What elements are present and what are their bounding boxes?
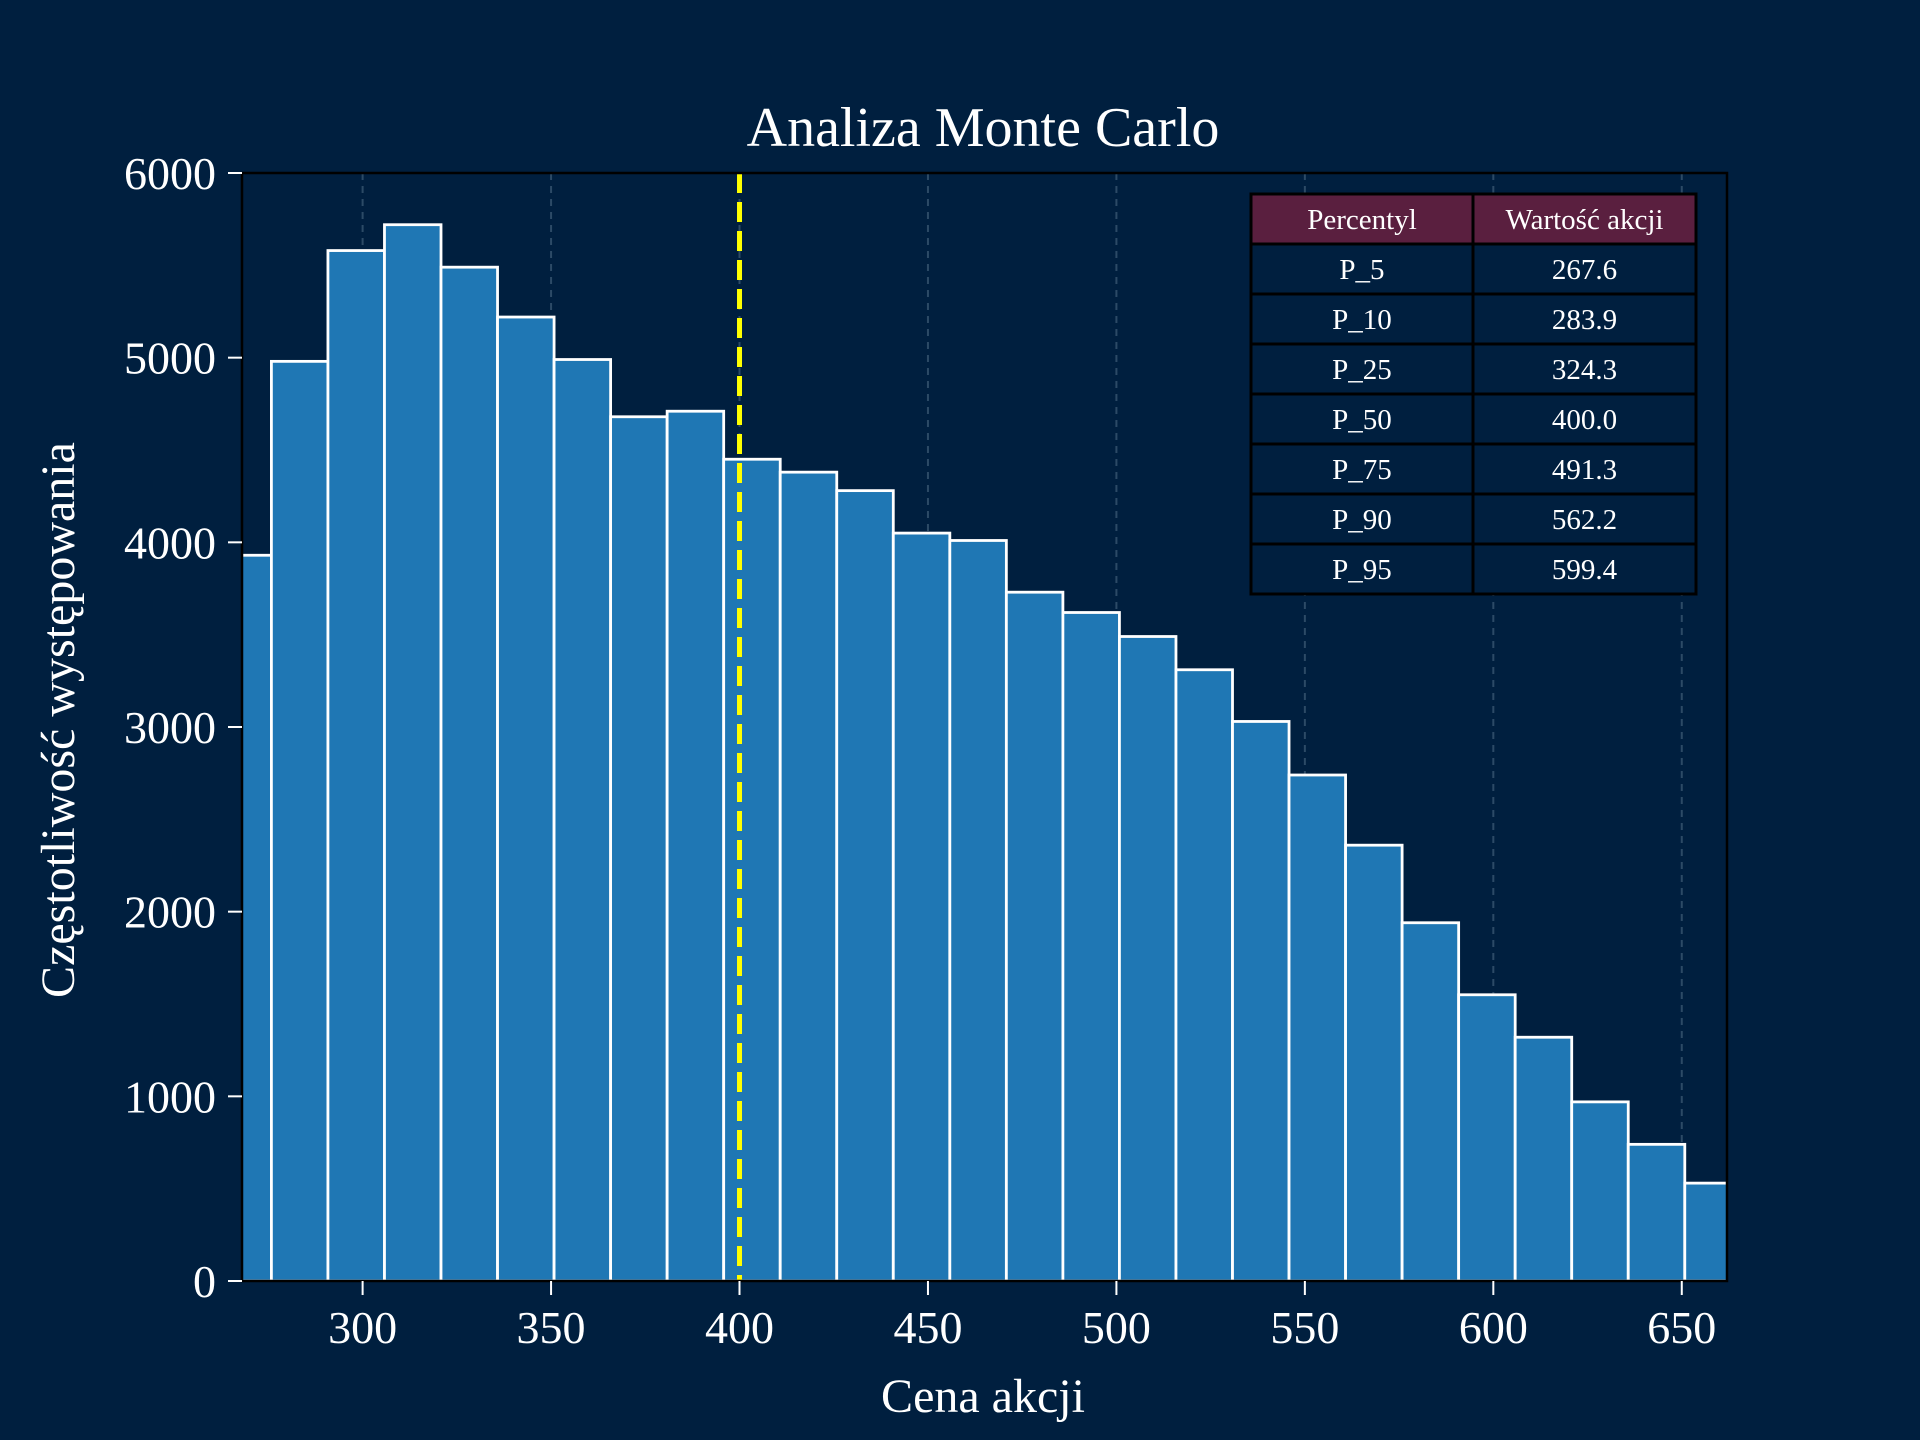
histogram-bar — [835, 489, 895, 1281]
table-cell — [1471, 342, 1698, 396]
table-cell-text: P_90 — [1332, 504, 1392, 536]
table-cell — [1249, 292, 1475, 346]
table-cell — [1471, 392, 1698, 446]
histogram-bar — [439, 265, 499, 1281]
table-cell — [1249, 392, 1475, 446]
histogram-bar — [1231, 720, 1291, 1281]
y-tick-label: 0 — [193, 1256, 216, 1307]
table-cell — [1471, 292, 1698, 346]
x-axis-label: Cena akcji — [881, 1370, 1085, 1423]
histogram-bar — [665, 409, 726, 1281]
table-cell-text: 267.6 — [1552, 254, 1617, 286]
y-tick-label: 3000 — [124, 702, 216, 753]
histogram-bar — [1683, 1181, 1727, 1281]
table-header-text: Wartość akcji — [1506, 204, 1664, 236]
table-cell-text: P_5 — [1339, 254, 1384, 286]
y-tick-label: 1000 — [124, 1071, 216, 1122]
histogram-bar — [1400, 921, 1461, 1281]
y-tick-label: 6000 — [124, 148, 216, 199]
y-axis-ticks: 0 1000 2000 3000 4000 5000 6000 — [124, 148, 242, 1307]
table-cell-text: P_75 — [1332, 454, 1392, 486]
histogram-bar — [326, 249, 386, 1281]
histogram-bar — [1174, 668, 1234, 1281]
table-cell-text: 400.0 — [1552, 404, 1617, 436]
histogram-bar — [609, 415, 669, 1281]
x-tick-label: 600 — [1459, 1302, 1528, 1353]
histogram-bar — [1513, 1035, 1574, 1281]
histogram-bar — [496, 315, 556, 1281]
y-axis-label: Częstotliwość występowania — [32, 442, 85, 998]
table-cell-text: 283.9 — [1552, 304, 1617, 336]
histogram-bar — [383, 223, 443, 1281]
histogram-bar — [1118, 635, 1178, 1281]
y-tick-label: 4000 — [124, 517, 216, 568]
table-header-text: Percentyl — [1307, 204, 1417, 236]
x-axis-ticks: 300 350 400 450 500 550 600 650 — [328, 1281, 1716, 1353]
table-cell — [1249, 542, 1475, 596]
histogram-bar — [778, 470, 839, 1281]
table-cell-text: P_25 — [1332, 354, 1392, 386]
x-tick-label: 450 — [893, 1302, 962, 1353]
histogram-bar — [1287, 773, 1347, 1281]
histogram-bar — [1344, 843, 1404, 1281]
x-tick-label: 500 — [1082, 1302, 1151, 1353]
table-cell — [1471, 442, 1698, 496]
table-cell-text: P_95 — [1332, 554, 1392, 586]
histogram-bar — [1457, 993, 1517, 1281]
histogram-bar — [1570, 1100, 1630, 1281]
table-header-cell — [1249, 192, 1475, 246]
histogram-bar — [552, 358, 613, 1281]
y-tick-label: 2000 — [124, 887, 216, 938]
table-cell — [1471, 542, 1698, 596]
x-tick-label: 400 — [705, 1302, 774, 1353]
histogram-bar — [269, 359, 330, 1281]
histogram-bar — [1626, 1142, 1687, 1281]
histogram-bars — [242, 223, 1727, 1281]
table-cell-text: P_10 — [1332, 304, 1392, 336]
x-tick-label: 300 — [328, 1302, 397, 1353]
y-tick-label: 5000 — [124, 333, 216, 384]
x-tick-label: 550 — [1270, 1302, 1339, 1353]
table-cell-text: 562.2 — [1552, 504, 1617, 536]
table-cell-text: 491.3 — [1552, 454, 1617, 486]
table-cell — [1249, 492, 1475, 546]
histogram-bar — [1004, 590, 1065, 1281]
table-cell — [1249, 342, 1475, 396]
x-tick-label: 350 — [517, 1302, 586, 1353]
histogram-bar — [948, 539, 1008, 1281]
histogram-bar — [722, 457, 782, 1281]
table-cell-text: 599.4 — [1552, 554, 1618, 586]
histogram-bar — [891, 531, 952, 1281]
table-cell-text: 324.3 — [1552, 354, 1617, 386]
histogram-bar — [1061, 611, 1121, 1281]
chart-title: Analiza Monte Carlo — [747, 97, 1220, 159]
x-tick-label: 650 — [1647, 1302, 1716, 1353]
table-cell — [1471, 492, 1698, 546]
table-header-cell — [1471, 192, 1698, 246]
percentile-table: Percentyl Wartość akcji P_5 267.6 P_10 283.9 P… — [1249, 192, 1698, 596]
table-cell-text: P_50 — [1332, 404, 1392, 436]
